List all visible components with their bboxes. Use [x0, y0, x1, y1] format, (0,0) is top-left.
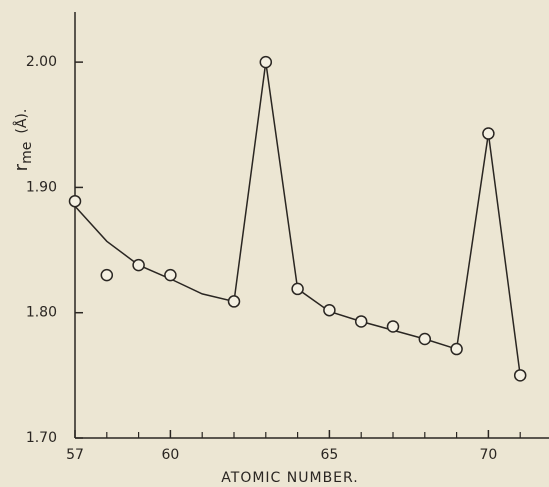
y-tick-label: 2.00	[26, 54, 57, 70]
data-point	[229, 296, 240, 307]
data-point	[356, 316, 367, 327]
data-point	[133, 260, 144, 271]
chart: ATOMIC NUMBER. rme(Å). 1.701.801.902.005…	[0, 0, 549, 487]
y-label-unit: (Å).	[13, 109, 30, 134]
data-point	[292, 283, 303, 294]
y-axis-label: rme(Å).	[11, 109, 35, 172]
y-tick-label: 1.80	[26, 305, 57, 321]
x-tick-label: 65	[320, 447, 338, 463]
y-tick-label: 1.70	[26, 430, 57, 446]
y-label-subscript: me	[19, 142, 35, 164]
data-point	[260, 57, 271, 68]
x-tick-label: 60	[161, 447, 179, 463]
y-tick-label: 1.90	[26, 179, 57, 195]
x-tick-label: 57	[66, 447, 84, 463]
data-point	[70, 196, 81, 207]
x-tick-label: 70	[479, 447, 497, 463]
data-point	[419, 334, 430, 345]
x-axis-label: ATOMIC NUMBER.	[221, 470, 358, 486]
data-point	[483, 128, 494, 139]
data-point	[515, 370, 526, 381]
data-point	[388, 321, 399, 332]
data-point	[165, 270, 176, 281]
data-point	[101, 270, 112, 281]
curve	[75, 62, 520, 375]
data-point	[324, 305, 335, 316]
data-point	[451, 344, 462, 355]
page: ATOMIC NUMBER. rme(Å). 1.701.801.902.005…	[0, 0, 549, 487]
